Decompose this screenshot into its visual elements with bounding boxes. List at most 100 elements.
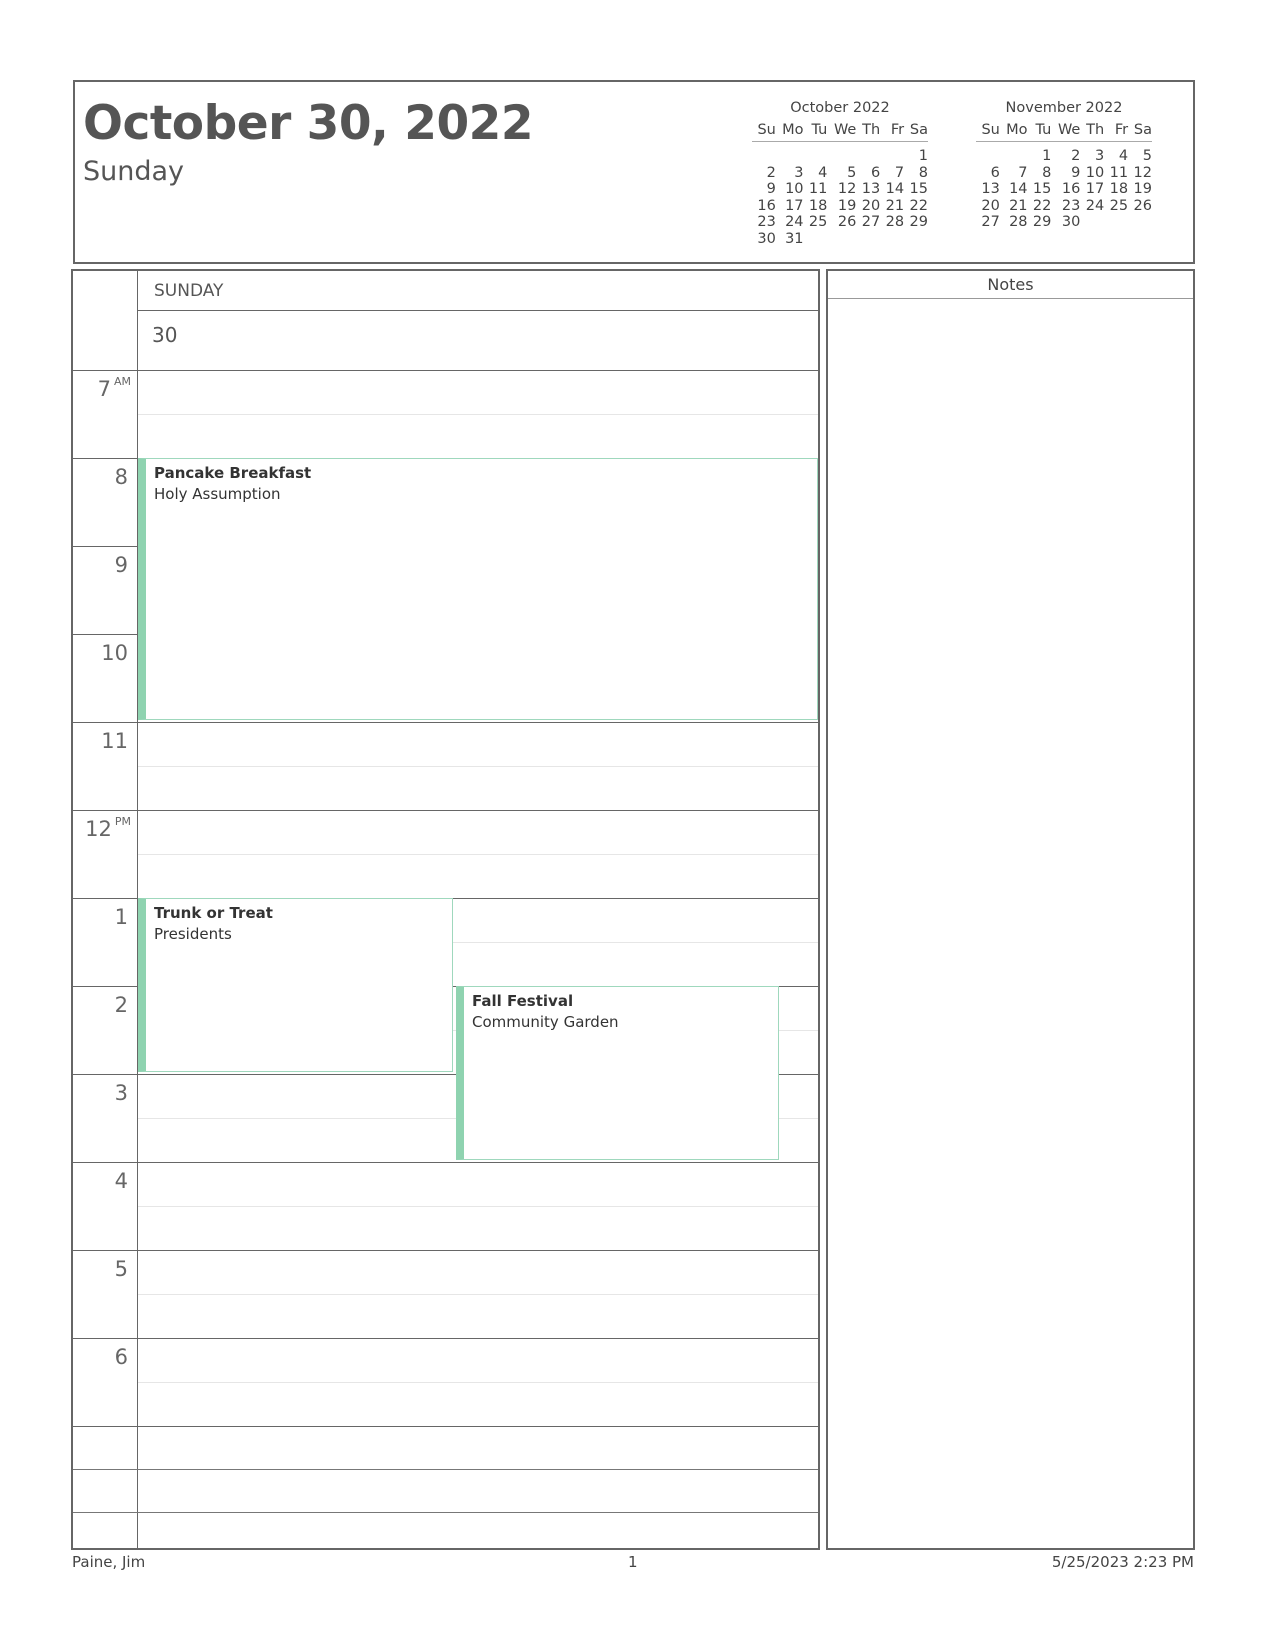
mini-calendar-day[interactable]: 13 [861, 181, 881, 197]
hour-slot[interactable]: 6 [73, 1338, 818, 1426]
hour-slot[interactable]: 12 PM [73, 810, 818, 898]
mini-calendar-day[interactable]: 18 [1109, 181, 1129, 197]
calendar-event[interactable]: Fall Festival Community Garden [456, 986, 779, 1160]
mini-calendar-day[interactable]: 30 [757, 230, 776, 247]
half-hour-line [138, 942, 818, 943]
mini-calendar-day[interactable]: 16 [757, 197, 776, 214]
mini-calendar-day[interactable]: 28 [1009, 214, 1028, 230]
mini-calendar-day[interactable]: 9 [766, 181, 776, 197]
mini-calendar-day[interactable]: 31 [785, 230, 804, 247]
hour-slot[interactable]: 5 [73, 1250, 818, 1338]
mini-calendar-day[interactable]: 12 [837, 181, 857, 197]
mini-calendar-day[interactable]: 24 [785, 214, 804, 230]
extra-row[interactable] [73, 1512, 818, 1555]
mini-calendar-day[interactable]: 21 [1009, 197, 1028, 214]
mini-calendar-day[interactable]: 29 [909, 214, 928, 230]
event-location: Holy Assumption [154, 485, 281, 503]
mini-calendar-day[interactable]: 1 [918, 148, 928, 164]
mini-calendar-day[interactable]: 1 [1042, 148, 1052, 164]
mini-calendar-day[interactable]: 10 [1085, 164, 1105, 181]
half-hour-line [138, 1382, 818, 1383]
mini-calendar-day[interactable]: 20 [861, 197, 881, 214]
mini-calendar-day [976, 142, 1000, 165]
mini-calendar-day[interactable]: 28 [885, 214, 905, 230]
mini-calendar-day[interactable]: 19 [1133, 181, 1152, 197]
mini-calendar-october: October 2022 Su Mo Tu We Th Fr Sa 1 2 3 4 5 6 7 8 9 10 11 1… [752, 100, 928, 247]
mini-calendar-day[interactable]: 23 [757, 214, 776, 230]
calendar-event[interactable]: Pancake Breakfast Holy Assumption [138, 458, 818, 720]
mini-calendar-day[interactable]: 25 [1109, 197, 1129, 214]
mini-calendar-day[interactable]: 4 [1118, 148, 1129, 164]
mini-calendar-day [827, 231, 856, 248]
mini-calendar-day[interactable]: 14 [885, 181, 905, 197]
mini-calendar-day[interactable]: 4 [818, 164, 828, 181]
mini-calendar-day[interactable]: 22 [909, 197, 928, 214]
mini-calendar-day[interactable]: 5 [1142, 148, 1152, 164]
mini-calendar-day[interactable]: 11 [808, 181, 828, 197]
mini-calendar-day[interactable]: 27 [981, 214, 1000, 230]
mini-calendar-day[interactable]: 13 [981, 181, 1000, 197]
mini-calendar-day[interactable]: 5 [847, 164, 857, 181]
hour-slot[interactable]: 7 AM [73, 370, 818, 458]
mini-calendar-day[interactable]: 26 [837, 214, 857, 230]
hour-label: 1 [114, 905, 128, 929]
footer-owner: Paine, Jim [72, 1553, 146, 1571]
half-hour-line [138, 766, 818, 767]
half-hour-line [138, 1206, 818, 1207]
mini-calendar-day[interactable]: 21 [885, 197, 905, 214]
mini-calendar-day [856, 142, 880, 165]
extra-row[interactable] [73, 1426, 818, 1469]
mini-calendar-day[interactable]: 7 [894, 164, 905, 181]
mini-calendar-day[interactable]: 17 [785, 197, 804, 214]
hour-label: 11 [101, 729, 128, 753]
mini-calendar-day[interactable]: 8 [1042, 164, 1052, 181]
mini-calendar-day[interactable]: 6 [870, 164, 881, 181]
mini-calendar-day[interactable]: 20 [981, 197, 1000, 214]
hour-slot[interactable]: 11 [73, 722, 818, 810]
mini-calendar-day [904, 231, 928, 248]
mini-calendar-day[interactable]: 23 [1061, 197, 1081, 214]
mini-calendar-day[interactable]: 2 [766, 164, 776, 181]
weekday-header: Th [856, 122, 881, 142]
mini-calendar-day[interactable]: 27 [861, 214, 881, 230]
mini-calendar-day[interactable]: 29 [1032, 214, 1052, 230]
mini-calendar-day[interactable]: 10 [785, 181, 804, 197]
notes-panel[interactable]: Notes [826, 269, 1195, 1550]
extra-row[interactable] [73, 1469, 818, 1512]
weekday-header: Sa [904, 122, 928, 142]
mini-calendar-day[interactable]: 8 [918, 164, 928, 181]
footer-printed-timestamp: 5/25/2023 2:23 PM [1051, 1553, 1194, 1571]
mini-calendar-day[interactable]: 30 [1061, 214, 1081, 230]
mini-calendar-day[interactable]: 19 [837, 197, 857, 214]
mini-calendar-day[interactable]: 9 [1071, 164, 1081, 181]
mini-calendar-day[interactable]: 16 [1061, 181, 1081, 197]
mini-calendar-day[interactable]: 3 [794, 164, 804, 181]
mini-calendar-day[interactable]: 12 [1133, 164, 1152, 181]
weekday-header: We [1051, 122, 1081, 142]
hour-label: 2 [114, 993, 128, 1017]
mini-calendar-day[interactable]: 25 [808, 214, 828, 230]
weekday-header: Fr [1104, 122, 1129, 142]
weekday-header: Su [752, 122, 776, 142]
mini-calendar-day[interactable]: 14 [1009, 181, 1028, 197]
weekday-header: Tu [803, 122, 828, 142]
mini-calendar-day[interactable]: 18 [808, 197, 828, 214]
mini-calendar-day[interactable]: 15 [1032, 181, 1052, 197]
mini-calendar-day [856, 231, 880, 248]
mini-calendar-day[interactable]: 2 [1071, 148, 1081, 164]
mini-calendar-day[interactable]: 26 [1133, 197, 1152, 214]
event-title: Pancake Breakfast [154, 464, 312, 482]
mini-calendar-day[interactable]: 3 [1094, 148, 1105, 164]
mini-calendar-day[interactable]: 24 [1085, 197, 1105, 214]
hour-slot[interactable]: 4 [73, 1162, 818, 1250]
mini-calendar-day[interactable]: 17 [1085, 181, 1105, 197]
hour-label: 6 [114, 1345, 128, 1369]
mini-calendar-title: October 2022 [790, 100, 890, 116]
calendar-event[interactable]: Trunk or Treat Presidents [138, 898, 453, 1072]
mini-calendar-day[interactable]: 7 [1018, 164, 1028, 181]
mini-calendar-day[interactable]: 6 [990, 164, 1000, 181]
half-hour-line [138, 854, 818, 855]
mini-calendar-day[interactable]: 15 [909, 181, 928, 197]
mini-calendar-day[interactable]: 11 [1109, 164, 1129, 181]
mini-calendar-day[interactable]: 22 [1032, 197, 1052, 214]
